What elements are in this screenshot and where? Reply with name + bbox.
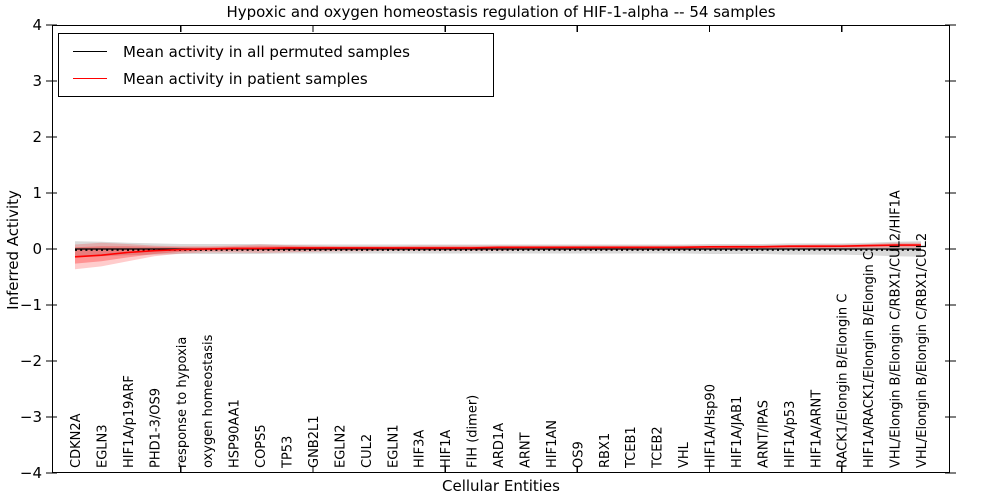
entity-label: VHL/Elongin B/Elongin C/RBX1/CUL2 <box>915 233 930 468</box>
y-tick-label: 3 <box>32 72 42 90</box>
entity-label: HIF1A/Hsp90 <box>704 384 719 468</box>
entity-label: HIF1AN <box>545 420 560 468</box>
entity-label: VHL <box>677 441 692 468</box>
y-tick-label: 0 <box>32 240 42 258</box>
entity-label: ARD1A <box>492 423 507 468</box>
y-tick-label: 4 <box>32 16 42 34</box>
entity-label: COPS5 <box>254 424 269 468</box>
entity-label: oxygen homeostasis <box>201 334 216 468</box>
legend-item-permuted: Mean activity in all permuted samples <box>73 42 493 62</box>
entity-label: CDKN2A <box>69 413 84 468</box>
y-tick-label: 1 <box>32 184 42 202</box>
y-tick-label: −1 <box>20 296 42 314</box>
entity-label: ARNT/IPAS <box>756 400 771 468</box>
entity-label: TP53 <box>281 436 296 469</box>
entity-label: HSP90AA1 <box>228 399 243 468</box>
legend-item-patient: Mean activity in patient samples <box>73 69 493 89</box>
y-tick-label: −2 <box>20 352 42 370</box>
entity-label: HIF1A/ARNT <box>809 390 824 468</box>
entity-label: EGLN2 <box>333 424 348 468</box>
entity-label: EGLN3 <box>95 424 110 468</box>
entity-label: CUL2 <box>360 434 375 468</box>
entity-label: FIH (dimer) <box>466 395 481 468</box>
entity-label: HIF3A <box>413 430 428 468</box>
chart-title: Hypoxic and oxygen homeostasis regulatio… <box>226 3 776 21</box>
x-axis-label: Cellular Entities <box>442 477 560 495</box>
entity-label: ARNT <box>518 432 533 468</box>
legend-label-patient: Mean activity in patient samples <box>123 69 368 88</box>
y-tick-label: −4 <box>20 464 42 482</box>
entity-label: HIF1A/JAB1 <box>730 396 745 468</box>
y-tick-label: −3 <box>20 408 42 426</box>
entity-label: TCEB1 <box>624 426 639 469</box>
patient-mean-line <box>74 244 921 258</box>
entity-label: RACK1/Elongin B/Elongin C <box>836 294 851 468</box>
black-line-swatch-icon <box>73 51 107 52</box>
y-tick-label: 2 <box>32 128 42 146</box>
entity-label: HIF1A/RACK1/Elongin B/Elongin C <box>862 251 877 468</box>
red-line-swatch-icon <box>73 78 107 79</box>
entity-label: response to hypoxia <box>175 337 190 468</box>
entity-label: PHD1-3/OS9 <box>148 388 163 468</box>
entity-label: GNB2L1 <box>307 415 322 468</box>
entity-label: HIF1A/p19ARF <box>122 375 137 468</box>
entity-label: HIF1A/p53 <box>783 401 798 468</box>
legend-label-permuted: Mean activity in all permuted samples <box>123 42 410 61</box>
entity-label: TCEB2 <box>651 426 666 469</box>
legend-box: Mean activity in all permuted samples Me… <box>58 33 494 97</box>
entity-label: VHL/Elongin B/Elongin C/RBX1/CUL2/HIF1A <box>889 190 904 468</box>
entity-label: OS9 <box>571 441 586 468</box>
entity-label: RBX1 <box>598 433 613 468</box>
entity-label: HIF1A <box>439 430 454 468</box>
entity-label: EGLN1 <box>386 424 401 468</box>
